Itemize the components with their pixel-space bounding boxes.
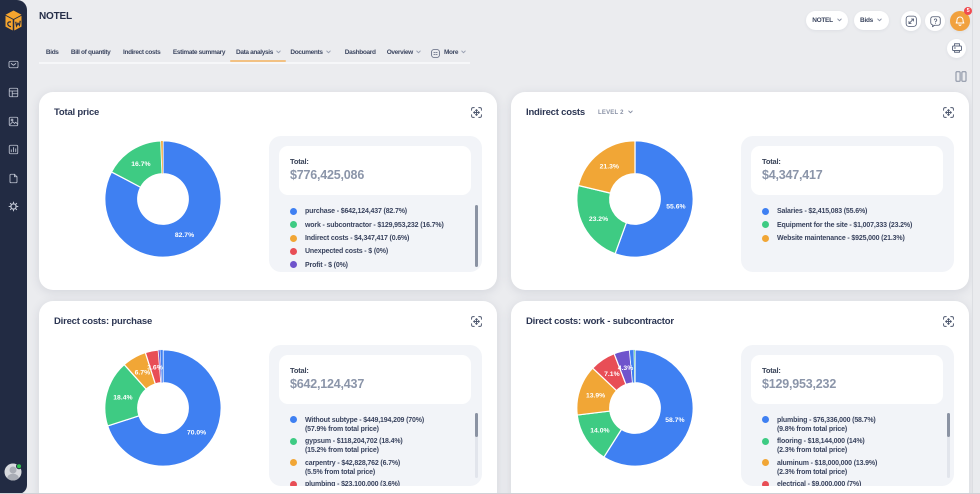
svg-text:13.9%: 13.9% xyxy=(586,392,605,399)
svg-text:18.4%: 18.4% xyxy=(113,394,132,401)
svg-text:23.2%: 23.2% xyxy=(589,216,608,223)
svg-text:58.7%: 58.7% xyxy=(665,416,684,423)
svg-text:7.1%: 7.1% xyxy=(604,370,620,377)
svg-text:14.0%: 14.0% xyxy=(590,427,609,434)
svg-text:3.6%: 3.6% xyxy=(147,364,163,371)
svg-text:16.7%: 16.7% xyxy=(131,161,150,168)
svg-text:82.7%: 82.7% xyxy=(175,231,194,238)
svg-text:21.3%: 21.3% xyxy=(600,163,619,170)
svg-text:70.0%: 70.0% xyxy=(187,429,206,436)
svg-text:6.7%: 6.7% xyxy=(135,369,151,376)
svg-text:55.6%: 55.6% xyxy=(666,203,685,210)
svg-text:4.3%: 4.3% xyxy=(618,364,634,371)
